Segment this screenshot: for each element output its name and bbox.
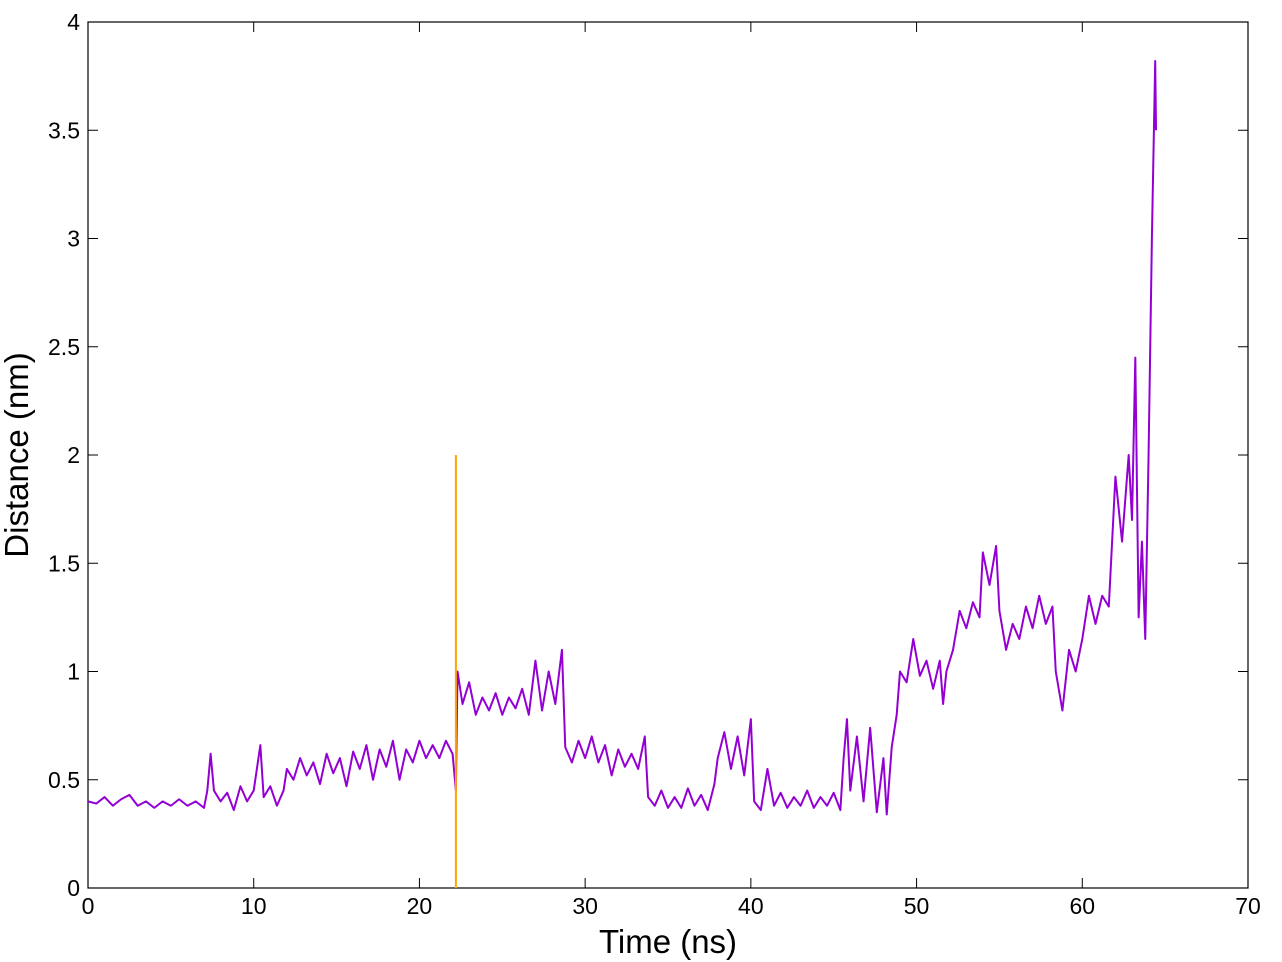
y-tick-label: 3.5 (48, 117, 80, 143)
y-tick-label: 4 (67, 9, 80, 35)
data-line (87, 59, 1158, 816)
y-tick-label: 2.5 (48, 334, 80, 360)
x-tick-label: 60 (1069, 893, 1095, 919)
x-tick-label: 70 (1235, 893, 1261, 919)
y-tick-label: 3 (67, 226, 80, 252)
x-tick-label: 10 (241, 893, 267, 919)
x-tick-label: 40 (738, 893, 764, 919)
y-axis-label: Distance (nm) (0, 352, 35, 557)
x-tick-label: 0 (82, 893, 95, 919)
y-tick-label: 1.5 (48, 550, 80, 576)
y-tick-label: 0.5 (48, 767, 80, 793)
x-tick-label: 50 (904, 893, 930, 919)
x-axis-label: Time (ns) (599, 923, 737, 960)
x-tick-label: 20 (407, 893, 433, 919)
y-tick-label: 1 (67, 659, 80, 685)
y-tick-label: 0 (67, 875, 80, 901)
y-tick-label: 2 (67, 442, 80, 468)
x-tick-label: 30 (572, 893, 598, 919)
